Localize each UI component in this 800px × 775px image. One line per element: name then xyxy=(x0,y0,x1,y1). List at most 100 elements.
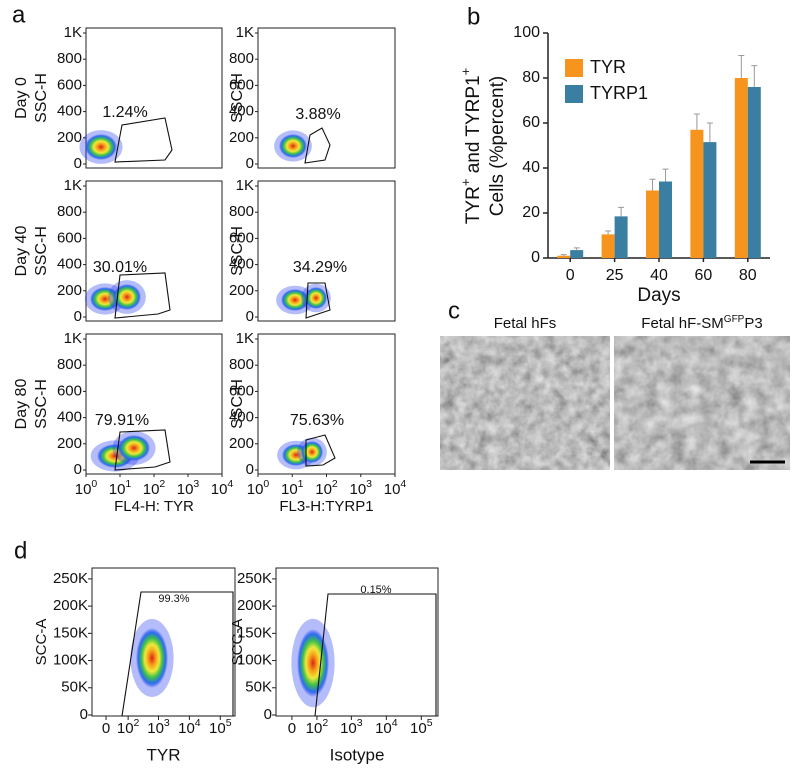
tick-base: 10 xyxy=(178,720,195,737)
title-tail: P3 xyxy=(744,315,762,332)
tick-label: 150K xyxy=(53,624,88,641)
x-tick-label: 105 xyxy=(410,717,433,737)
error-bar xyxy=(618,206,625,217)
error-bar xyxy=(573,247,580,251)
tick-exponent: 2 xyxy=(134,717,140,729)
tick-label: 200 xyxy=(229,282,254,299)
x-tick-label: 102 xyxy=(315,478,338,498)
y-tick-label: 0 xyxy=(531,249,540,266)
gate-percent: 79.91% xyxy=(95,412,149,429)
gate-percent: 3.88% xyxy=(295,106,340,123)
tick-exponent: 2 xyxy=(322,717,328,729)
gate xyxy=(314,593,437,717)
tick-label: 200 xyxy=(229,435,254,452)
tick-base: 10 xyxy=(209,720,226,737)
y-label-superscript: + xyxy=(458,179,473,187)
tick-base: 10 xyxy=(384,481,401,498)
tick-label: 1K xyxy=(64,177,82,194)
tick-exponent: 4 xyxy=(392,717,398,729)
day-label: Day 0 xyxy=(13,77,30,119)
y-label-superscript: + xyxy=(458,68,473,76)
tick-label: 0 xyxy=(246,155,254,172)
y-axis-label: SSC-H xyxy=(33,73,50,123)
bar xyxy=(601,234,615,258)
tick-base: 10 xyxy=(117,720,134,737)
tick-base: 10 xyxy=(143,481,160,498)
tick-label: 100K xyxy=(53,652,88,669)
x-tick-label: 101 xyxy=(281,478,304,498)
y-label-text: TYR xyxy=(463,186,484,224)
x-tick-label: 103 xyxy=(340,717,363,737)
tick-label: 400 xyxy=(229,256,254,273)
tick-label: 400 xyxy=(57,409,82,426)
tick-label: 200K xyxy=(53,597,88,614)
x-tick-label: 80 xyxy=(739,267,757,284)
image-title: Fetal hF-SMGFPP3 xyxy=(641,314,762,332)
tick-label: 400 xyxy=(229,409,254,426)
x-tick-label: 102 xyxy=(117,717,140,737)
bar xyxy=(557,255,571,258)
x-axis-label: FL4-H: TYR xyxy=(114,498,194,515)
error-bar xyxy=(662,168,669,182)
y-tick-label: 100 xyxy=(513,24,540,41)
panel-label: b xyxy=(467,3,480,30)
bar xyxy=(570,250,584,258)
tick-label: 200 xyxy=(57,282,82,299)
tick-label: 800 xyxy=(57,356,82,373)
tick-label: 200 xyxy=(57,435,82,452)
tick-base: 10 xyxy=(315,481,332,498)
gate xyxy=(114,117,173,163)
tick-label: 600 xyxy=(57,76,82,93)
tick-label: 800 xyxy=(229,356,254,373)
tick-base: 10 xyxy=(375,720,392,737)
tick-label: 0 xyxy=(264,706,272,723)
error-bar xyxy=(605,230,612,235)
y-label-text: and TYRP1 xyxy=(463,75,484,178)
tick-label: 0 xyxy=(288,720,296,737)
tick-label: 200 xyxy=(229,129,254,146)
x-tick-label: 100 xyxy=(247,478,270,498)
x-axis-label: TYR xyxy=(147,745,181,764)
tick-label: 0 xyxy=(74,308,82,325)
error-bar xyxy=(560,254,567,256)
y-axis-label: TYR+ and TYRP1+ xyxy=(458,68,484,224)
tick-exponent: 1 xyxy=(125,478,131,490)
event-cloud xyxy=(279,134,307,158)
x-tick-label: 100 xyxy=(75,478,98,498)
tick-label: 250K xyxy=(237,570,272,587)
tick-label: 100K xyxy=(237,652,272,669)
tick-exponent: 3 xyxy=(366,478,372,490)
x-axis-label: Days xyxy=(637,285,680,306)
tick-exponent: 4 xyxy=(195,717,201,729)
error-bar xyxy=(751,65,758,87)
tick-base: 10 xyxy=(109,481,126,498)
y-axis-label: SSC-H xyxy=(33,226,50,276)
x-tick-label: 101 xyxy=(109,478,132,498)
gate xyxy=(305,282,331,319)
event-cloud xyxy=(85,134,117,160)
x-tick-label: 105 xyxy=(209,717,232,737)
tick-base: 10 xyxy=(147,720,164,737)
event-cloud xyxy=(305,287,327,309)
day-label: Day 80 xyxy=(13,379,30,430)
tick-label: 150K xyxy=(237,624,272,641)
tick-label: 600 xyxy=(229,382,254,399)
gate-percent: 1.24% xyxy=(102,104,147,121)
x-axis-label: Isotype xyxy=(330,745,385,764)
x-tick-label: 40 xyxy=(650,267,668,284)
y-axis-label: SSC-H xyxy=(229,379,246,429)
y-tick-label: 40 xyxy=(522,159,540,176)
tick-label: 600 xyxy=(57,229,82,246)
tick-label: 1K xyxy=(236,24,254,41)
x-tick-label: 104 xyxy=(178,717,201,737)
bar xyxy=(734,78,748,258)
title-main: Fetal hF-SM xyxy=(641,315,724,332)
y-tick-label: 60 xyxy=(522,114,540,131)
tick-exponent: 1 xyxy=(298,478,304,490)
tick-label: 600 xyxy=(229,76,254,93)
x-tick-label: 102 xyxy=(143,478,166,498)
tick-exponent: 5 xyxy=(226,717,232,729)
x-axis-label: FL3-H:TYRP1 xyxy=(279,498,373,515)
tick-label: 1K xyxy=(64,24,82,41)
tick-label: 0 xyxy=(246,308,254,325)
